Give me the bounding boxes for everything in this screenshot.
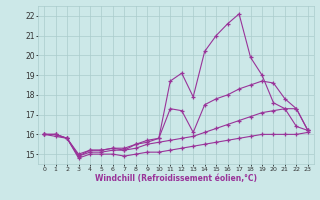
- X-axis label: Windchill (Refroidissement éolien,°C): Windchill (Refroidissement éolien,°C): [95, 174, 257, 183]
